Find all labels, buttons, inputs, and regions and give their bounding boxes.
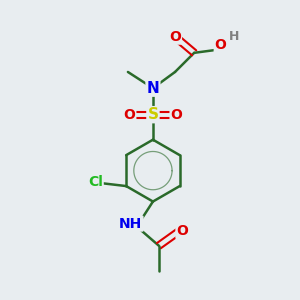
Text: O: O <box>171 108 182 122</box>
Text: S: S <box>147 107 158 122</box>
Text: O: O <box>215 38 226 52</box>
Text: O: O <box>176 224 188 238</box>
Text: NH: NH <box>119 217 142 231</box>
Text: N: N <box>147 81 159 96</box>
Text: O: O <box>124 108 135 122</box>
Text: H: H <box>229 30 239 43</box>
Text: O: O <box>169 30 181 44</box>
Text: Cl: Cl <box>88 175 103 189</box>
